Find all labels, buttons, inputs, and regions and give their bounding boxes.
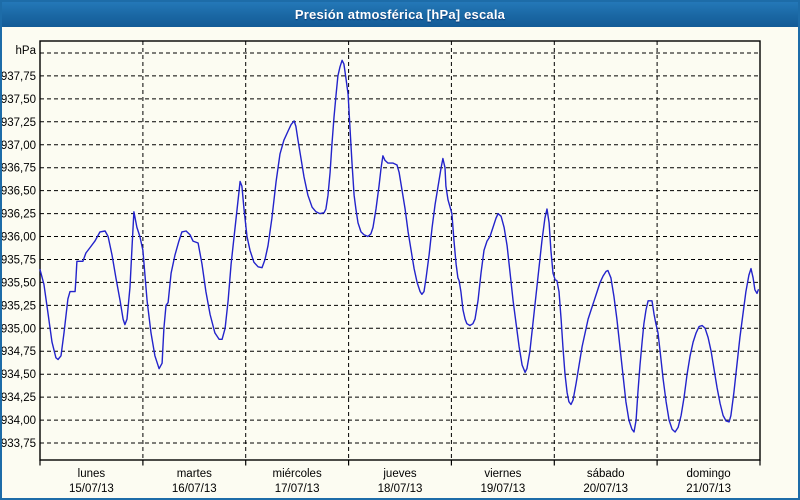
x-axis-date-label: 21/07/13 xyxy=(686,483,731,495)
y-axis-unit-label: hPa xyxy=(16,45,37,57)
x-axis-date-label: 20/07/13 xyxy=(583,483,628,495)
x-axis-date-label: 18/07/13 xyxy=(378,483,423,495)
pressure-line-chart: 937,75 937,50 937,25 937,00 936,75 936,50 936,… xyxy=(2,40,761,495)
y-axis-tick-label: 934,75 xyxy=(2,346,36,358)
y-axis-tick-label: 937,25 xyxy=(2,117,36,129)
x-axis-date-label: 19/07/13 xyxy=(481,483,526,495)
plot-frame xyxy=(39,40,761,461)
x-axis-date-label: 15/07/13 xyxy=(69,483,114,495)
y-axis-tick-label: 937,50 xyxy=(2,94,36,106)
y-axis-tick-label: 934,50 xyxy=(2,369,36,381)
x-axis-day-label: lunes xyxy=(78,468,106,480)
y-axis-tick-label: 936,00 xyxy=(2,232,36,244)
window-title: Presión atmosférica [hPa] escala xyxy=(294,7,506,22)
y-axis-tick-label: 935,25 xyxy=(2,300,36,312)
y-axis-tick-label: 935,50 xyxy=(2,277,36,289)
pressure-series-line xyxy=(39,59,759,433)
y-axis-tick-label: 934,00 xyxy=(2,415,36,427)
x-axis-day-label: viernes xyxy=(484,468,521,480)
y-axis-tick-label: 934,25 xyxy=(2,392,36,404)
chart-content: 937,75 937,50 937,25 937,00 936,75 936,50 936,… xyxy=(2,27,798,498)
y-axis-tick-label: 936,50 xyxy=(2,186,36,198)
y-axis-tick-label: 935,75 xyxy=(2,255,36,267)
x-axis-day-label: miércoles xyxy=(272,468,321,480)
y-axis-tick-label: 937,00 xyxy=(2,140,36,152)
window-titlebar: Presión atmosférica [hPa] escala xyxy=(2,2,798,27)
y-axis-tick-label: 937,75 xyxy=(2,71,36,83)
x-axis-day-label: jueves xyxy=(382,468,416,480)
x-axis-date-label: 16/07/13 xyxy=(172,483,217,495)
y-axis-tick-label: 936,75 xyxy=(2,163,36,175)
x-axis-day-label: domingo xyxy=(687,468,731,480)
y-axis-tick-label: 936,25 xyxy=(2,209,36,221)
x-axis-day-label: sábado xyxy=(587,468,625,480)
x-axis-date-label: 17/07/13 xyxy=(275,483,320,495)
y-axis-tick-label: 935,00 xyxy=(2,323,36,335)
x-axis-day-label: martes xyxy=(177,468,212,480)
y-axis-tick-label: 933,75 xyxy=(2,438,36,450)
